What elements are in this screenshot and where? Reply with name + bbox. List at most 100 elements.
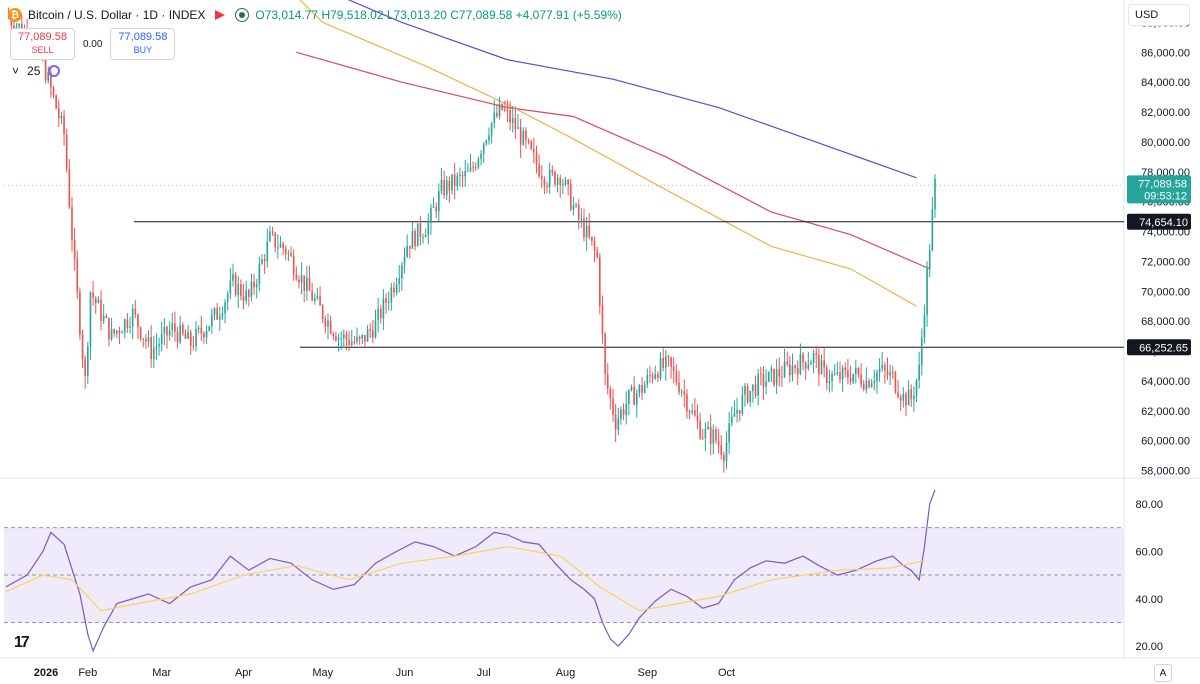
candle-body [364, 334, 366, 342]
candle-body [216, 308, 218, 320]
candle-body [688, 411, 691, 413]
candle-body [786, 361, 789, 364]
change-value: +4,077.91 (+5.59%) [515, 8, 622, 22]
chevron-down-icon[interactable]: ˅ [12, 64, 20, 78]
sell-price: 77,089.58 [18, 31, 67, 43]
rsi-ma-line [5, 546, 925, 612]
candle-body [382, 298, 385, 319]
candle-body [794, 365, 796, 369]
candle-body [736, 410, 738, 414]
horizontal-line-price-label: 66,252.65 [1139, 342, 1188, 354]
candle-body [277, 247, 279, 249]
candle-body [65, 134, 68, 170]
candle-body [791, 365, 794, 376]
candle-body [287, 252, 290, 254]
candle-body [110, 329, 113, 340]
candle-body [182, 324, 184, 334]
candle-body [831, 374, 833, 382]
candle-body [461, 174, 464, 177]
tradingview-logo[interactable]: 17 [14, 634, 30, 651]
flag-icon[interactable] [215, 10, 226, 20]
candle-body [749, 390, 752, 403]
candle-body [897, 391, 899, 397]
buy-button[interactable]: 77,089.58 BUY [110, 28, 176, 60]
sell-button[interactable]: 77,089.58 SELL [10, 28, 75, 60]
candle-body [224, 301, 226, 314]
candle-body [905, 393, 907, 406]
candle-body [187, 331, 189, 339]
symbol-header: ₿ Bitcoin / U.S. Dollar · 1D · INDEX O73… [8, 4, 622, 26]
candle-body [134, 308, 137, 315]
candle-body [406, 245, 408, 257]
moving-average-line [347, 0, 917, 179]
candle-body [694, 410, 696, 416]
candle-body [298, 279, 300, 283]
candle-body [899, 396, 902, 401]
candle-body [242, 295, 245, 301]
x-tick-label: May [312, 667, 333, 679]
candle-body [258, 263, 261, 285]
candle-body [643, 384, 646, 393]
candle-body [556, 177, 559, 185]
candle-body [263, 259, 266, 262]
candle-body [696, 415, 699, 421]
candle-body [675, 371, 678, 383]
currency-select[interactable]: USD [1128, 4, 1190, 26]
candle-body [279, 243, 282, 248]
candle-body [123, 319, 126, 333]
candle-body [137, 314, 139, 328]
candle-body [247, 290, 250, 297]
candle-body [546, 185, 548, 188]
candle-body [889, 372, 891, 376]
candle-body [543, 179, 546, 186]
candle-body [266, 241, 269, 262]
candle-body [353, 341, 356, 343]
candle-body [324, 319, 327, 327]
candle-body [488, 135, 490, 141]
candle-body [171, 323, 174, 331]
y-tick-label: 84,000.00 [1141, 77, 1190, 89]
candle-body [910, 389, 913, 400]
candle-body [250, 281, 253, 297]
candle-body [166, 326, 168, 336]
x-tick-label: Sep [638, 667, 658, 679]
candle-body [588, 225, 591, 237]
refresh-icon[interactable] [48, 65, 61, 77]
candle-body [701, 438, 704, 440]
candle-body [456, 175, 459, 187]
candle-body [102, 315, 105, 321]
candle-body [116, 330, 118, 334]
candle-body [654, 374, 657, 379]
candle-body [530, 141, 533, 149]
candle-body [562, 184, 564, 186]
candle-body [448, 180, 451, 191]
candle-body [778, 369, 781, 377]
horizontal-line-price-tag [1127, 213, 1191, 230]
market-status-icon[interactable] [235, 8, 250, 22]
candle-body [218, 316, 221, 320]
candle-body [337, 337, 340, 341]
candle-body [401, 264, 403, 279]
candle-body [490, 123, 493, 136]
candle-body [915, 380, 918, 396]
candle-body [733, 413, 736, 417]
candle-body [620, 409, 622, 419]
symbol-title[interactable]: Bitcoin / U.S. Dollar · 1D · INDEX [28, 8, 206, 22]
candle-body [538, 164, 540, 177]
candle-body [126, 319, 129, 328]
high-value: H79,518.02 [321, 8, 384, 22]
candle-body [810, 362, 812, 365]
candle-body [453, 174, 456, 187]
candle-body [844, 367, 847, 371]
rsi-tick-label: 60.00 [1135, 546, 1163, 558]
candle-body [221, 313, 224, 317]
candle-body [482, 143, 485, 154]
candle-body [50, 72, 52, 88]
candle-body [664, 356, 667, 368]
candle-body [775, 369, 778, 385]
auto-scale-button[interactable]: A [1154, 664, 1172, 682]
candle-body [430, 207, 432, 223]
candle-body [765, 381, 767, 387]
candle-body [113, 329, 116, 334]
